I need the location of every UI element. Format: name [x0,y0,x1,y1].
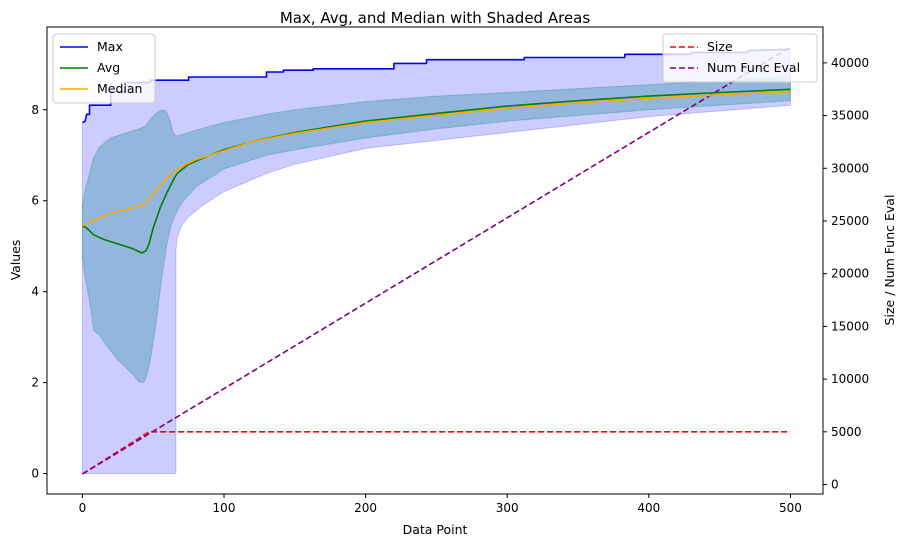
x-tick-label: 500 [779,501,802,515]
legend-left: Max Avg Median [52,33,156,104]
x-tick-label: 400 [637,501,660,515]
legend-label-median: Median [97,81,142,96]
legend-label-size: Size [707,39,733,54]
y-tick-label: 0 [31,467,39,481]
y-right-tick-label: 35000 [831,109,869,123]
y-axis-right-label: Size / Num Func Eval [882,195,897,326]
x-tick-label: 300 [496,501,519,515]
legend-box [52,33,156,104]
series-line-median [82,90,791,227]
y-right-tick-label: 0 [831,478,839,492]
y-tick-label: 4 [31,285,39,299]
legend-right: Size Num Func Eval [662,33,818,83]
plot-frame [46,26,824,495]
chart-title: Max, Avg, and Median with Shaded Areas [280,9,591,27]
y-tick-label: 6 [31,194,39,208]
legend-label-avg: Avg [97,60,120,75]
legend-box [662,33,818,83]
legend-label-num-func-eval: Num Func Eval [707,60,800,75]
series-line-avg [82,88,791,254]
y-right-tick-label: 10000 [831,372,869,386]
x-tick-label: 200 [354,501,377,515]
x-axis-label: Data Point [403,522,468,537]
y-right-tick-label: 5000 [831,425,862,439]
x-tick-label: 0 [79,501,87,515]
x-tick-label: 100 [213,501,236,515]
y-axis-label: Values [8,240,23,281]
y-tick-label: 8 [31,103,39,117]
axes: 0 100 200 300 400 500024680500010000150002000… [31,56,869,515]
legend-label-max: Max [97,39,123,54]
y-right-tick-label: 20000 [831,267,869,281]
shaded-area-std-band [81,76,791,384]
series-line-size [81,430,791,475]
y-tick-label: 2 [31,376,39,390]
series-line-num-func-eval [81,46,791,475]
y-right-tick-label: 15000 [831,319,869,333]
y-right-tick-label: 40000 [831,56,869,70]
y-right-tick-label: 30000 [831,161,869,175]
y-right-tick-label: 25000 [831,214,869,228]
